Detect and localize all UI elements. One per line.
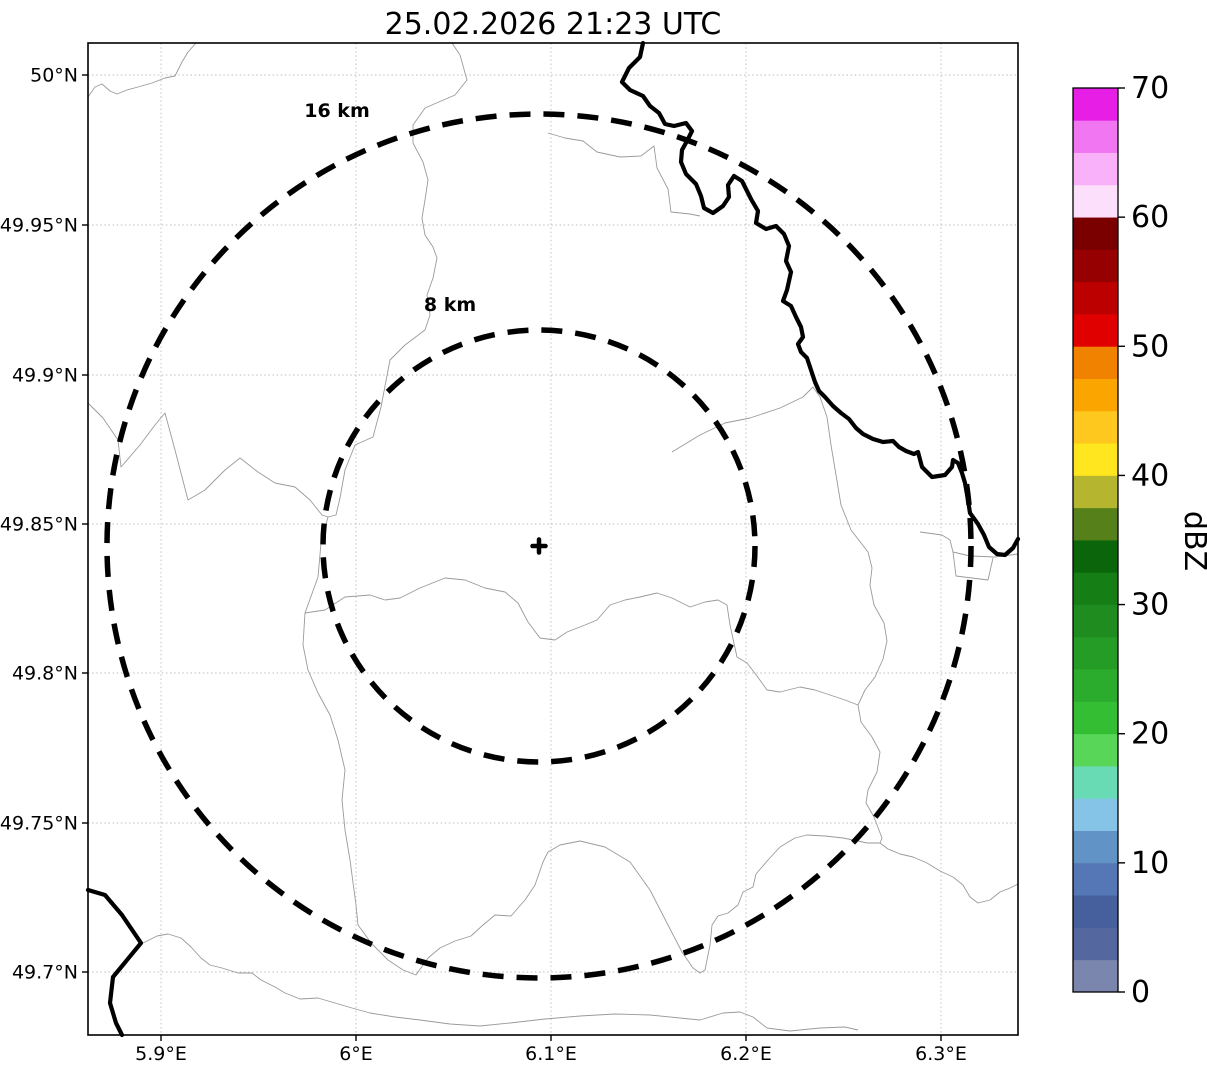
colorbar-segment [1073,669,1118,702]
colorbar-segment [1073,572,1118,605]
colorbar-segment [1073,378,1118,412]
admin-boundary-line [302,516,359,926]
colorbar-axis-title: dBZ [1177,511,1207,571]
y-axis-tick-label: 50°N [30,65,78,87]
colorbar-tick-label: 10 [1131,846,1169,881]
colorbar-tick-label: 60 [1131,200,1169,235]
country-border-line [619,40,1021,558]
x-axis-tick-label: 6.3°E [915,1043,967,1065]
axes-layer: 5.9°E 6°E 6.1°E 6.2°E 6.3°E 50°N 49.95°N 49.9°N… [0,42,1019,1065]
admin-boundary-line [142,933,859,1032]
colorbar-segment [1073,830,1118,864]
colorbar-tick-label: 20 [1131,717,1169,752]
admin-boundary-line [87,402,329,518]
y-axis-tick-label: 49.8°N [12,663,78,685]
x-axis-tick-label: 6°E [339,1043,373,1065]
colorbar-layer: 0 10 20 30 40 50 60 70 [1072,71,1169,1010]
country-border-line [85,887,144,1038]
plot-title: 25.02.2026 21:23 UTC [385,7,722,42]
colorbar-segment [1073,862,1118,896]
colorbar-segment [1073,152,1118,186]
colorbar-tick-label: 30 [1131,588,1169,623]
colorbar-segment [1073,120,1118,153]
range-ring-circle [104,111,974,981]
colorbar-segment [1073,410,1118,444]
colorbar-segment [1073,540,1118,573]
colorbar-segment [1073,184,1118,218]
x-axis-tick-label: 6.1°E [525,1043,577,1065]
colorbar-segment [1073,959,1118,993]
range-ring-label: 16 km [304,100,370,122]
range-ring-circle [320,327,758,765]
range-rings-layer: 16 km 8 km [104,100,974,981]
y-axis-tick-label: 49.7°N [12,962,78,984]
colorbar-segment [1073,604,1118,638]
colorbar-segment [1073,443,1118,476]
colorbar-segment [1073,636,1118,670]
x-axis-tick-label: 5.9°E [135,1043,187,1065]
admin-boundary-line [671,386,821,453]
colorbar-segment [1073,281,1118,315]
colorbar-tick-label: 70 [1131,71,1169,106]
admin-boundary-line [87,42,197,98]
map-lines-layer [85,40,1021,1038]
colorbar-tick-label: 0 [1131,975,1150,1010]
colorbar-outline [1072,87,1119,993]
y-axis-tick-label: 49.95°N [0,215,78,237]
plot-frame [87,42,1019,1036]
colorbar-segment [1073,475,1118,509]
admin-boundary-line [327,42,468,518]
admin-boundary-line [357,834,880,976]
admin-boundary-line [304,577,859,706]
colorbar-segment [1073,249,1118,283]
y-axis-tick-label: 49.85°N [0,514,78,536]
colorbar-segment [1073,217,1118,250]
colorbar-tick-label: 50 [1131,329,1169,364]
x-axis-tick-label: 6.2°E [720,1043,772,1065]
colorbar-segment [1073,895,1118,928]
colorbar-segment [1073,798,1118,831]
admin-boundary-line [819,396,888,844]
y-axis-tick-label: 49.75°N [0,813,78,835]
colorbar-segment [1073,927,1118,961]
colorbar-segment [1073,88,1118,121]
admin-boundary-line [952,551,994,581]
colorbar-segment [1073,314,1118,347]
y-axis-tick-label: 49.9°N [12,365,78,387]
colorbar-segment [1073,346,1118,379]
admin-boundary-line [879,842,1019,904]
range-ring-label: 8 km [424,294,476,316]
admin-boundary-line [547,132,701,217]
grid-layer [88,43,1018,1035]
colorbar-segment [1073,766,1118,799]
colorbar-tick-label: 40 [1131,458,1169,493]
colorbar-segment [1073,507,1118,541]
colorbar-segment [1073,733,1118,767]
colorbar-segment [1073,701,1118,735]
